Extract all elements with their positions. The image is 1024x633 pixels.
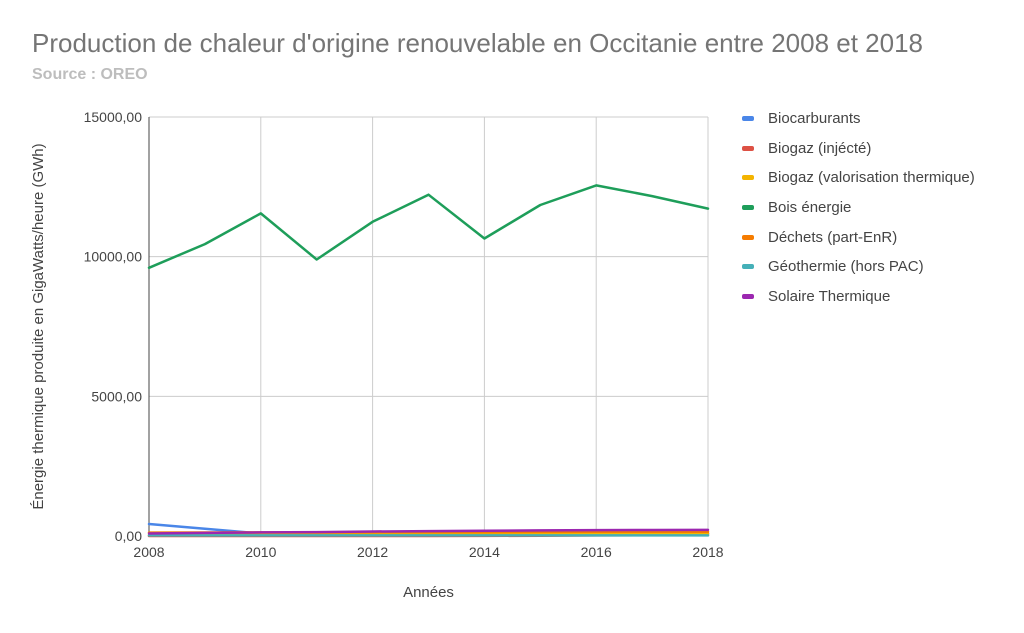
legend-label: Déchets (part-EnR) — [768, 228, 898, 246]
chart-title: Production de chaleur d'origine renouvel… — [32, 28, 924, 58]
legend: Biocarburants Biogaz (injécté) Biogaz (val… — [742, 104, 975, 311]
legend-item: Bois énergie — [742, 193, 975, 223]
legend-label: Biocarburants — [768, 110, 861, 128]
x-tick-label: 2014 — [469, 544, 500, 560]
y-tick-label: 0,00 — [115, 528, 142, 544]
series-line-solaire-thermique — [147, 528, 710, 535]
legend-item: Géothermie (hors PAC) — [742, 252, 975, 282]
x-axis-title: Années — [403, 584, 454, 601]
legend-item: Biogaz (valorisation thermique) — [742, 163, 975, 193]
series-line-bois-nergie — [147, 184, 710, 270]
y-tick-label: 10000,00 — [84, 249, 143, 265]
legend-label: Géothermie (hors PAC) — [768, 258, 924, 276]
axis-labels: 0,00 5000,00 10000,00 15000,00 2008 2010 2012 2… — [30, 109, 724, 601]
x-tick-label: 2012 — [357, 544, 388, 560]
legend-item: Solaire Thermique — [742, 282, 975, 312]
grid — [149, 116, 709, 536]
legend-swatch — [742, 264, 754, 270]
y-tick-label: 5000,00 — [91, 388, 142, 404]
chart-subtitle: Source : OREO — [32, 66, 148, 83]
legend-label: Biogaz (valorisation thermique) — [768, 169, 975, 187]
legend-label: Solaire Thermique — [768, 287, 891, 305]
legend-item: Biocarburants — [742, 104, 975, 134]
x-tick-label: 2018 — [692, 544, 723, 560]
legend-swatch — [742, 116, 754, 122]
legend-swatch — [742, 175, 754, 181]
y-axis-title: Énergie thermique produite en GigaWatts/… — [30, 143, 47, 509]
series-lines — [147, 184, 710, 538]
legend-item: Biogaz (injécté) — [742, 134, 975, 164]
x-tick-label: 2010 — [245, 544, 276, 560]
legend-item: Déchets (part-EnR) — [742, 222, 975, 252]
legend-label: Bois énergie — [768, 199, 852, 217]
legend-swatch — [742, 145, 754, 151]
legend-swatch — [742, 293, 754, 299]
y-tick-label: 15000,00 — [84, 109, 143, 125]
legend-swatch — [742, 234, 754, 240]
legend-swatch — [742, 205, 754, 211]
x-tick-label: 2008 — [133, 544, 164, 560]
legend-label: Biogaz (injécté) — [768, 139, 872, 157]
x-tick-label: 2016 — [581, 544, 612, 560]
axes — [148, 117, 708, 537]
